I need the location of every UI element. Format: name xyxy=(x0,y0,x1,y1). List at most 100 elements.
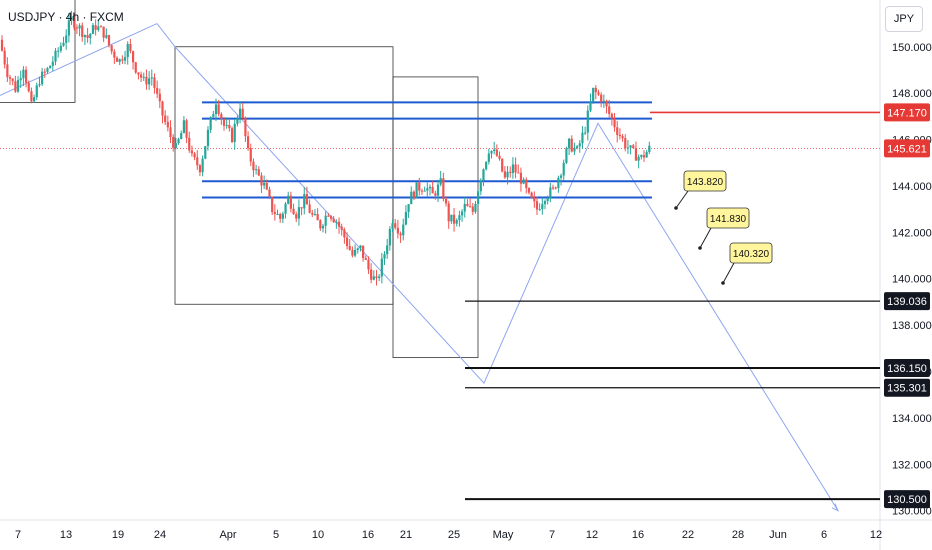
candle-body xyxy=(166,121,169,128)
candle-body xyxy=(263,183,266,186)
candle-body xyxy=(375,276,378,278)
callout-box xyxy=(683,170,727,192)
candle-body xyxy=(410,191,413,205)
level-price-tag xyxy=(884,490,930,509)
candle-body xyxy=(311,212,314,215)
candle-body xyxy=(450,214,453,222)
candle-body xyxy=(426,188,429,191)
candle-body xyxy=(276,214,279,216)
time-tick-label: 22 xyxy=(682,529,694,541)
candle-body xyxy=(180,133,183,140)
candle-body xyxy=(442,178,445,199)
time-axis[interactable]: 7 13 19 24 Apr 5 10 16 21 25 May 7 12 16 22 28 Jun 6 12 xyxy=(15,529,882,541)
candle-body xyxy=(549,187,552,199)
candle-body xyxy=(538,209,541,211)
currency-button[interactable]: JPY xyxy=(885,6,923,32)
time-tick-label: 16 xyxy=(362,529,374,541)
analysis-box xyxy=(0,0,76,103)
candle-body xyxy=(605,100,608,107)
candle-body xyxy=(554,187,557,189)
candle-body xyxy=(490,151,493,154)
candle-body xyxy=(209,117,212,130)
candle-body xyxy=(257,169,260,176)
candle-body xyxy=(81,25,84,38)
candle-body xyxy=(24,69,28,83)
price-tick-label: 134.000 xyxy=(892,413,932,425)
candle-body xyxy=(415,182,418,198)
candle-body xyxy=(255,169,258,171)
time-tick-label: 13 xyxy=(60,529,72,541)
candle-body xyxy=(35,85,38,98)
price-axis[interactable]: 150.000148.000146.000144.000142.000140.0… xyxy=(884,42,932,518)
target-callouts[interactable]: 143.820 141.830 140.320 xyxy=(674,170,773,285)
candle-body xyxy=(402,224,405,236)
callout-dot xyxy=(698,246,702,250)
candle-body xyxy=(8,77,12,79)
time-tick-label: 28 xyxy=(732,529,744,541)
candle-body xyxy=(608,106,611,114)
candle-body xyxy=(423,190,426,192)
candle-body xyxy=(78,25,81,29)
callout-label: 140.320 xyxy=(733,249,770,260)
candle-body xyxy=(83,35,87,38)
candle-body xyxy=(268,189,271,197)
candle-body xyxy=(198,165,202,173)
candle-body xyxy=(576,146,579,148)
candle-body xyxy=(137,72,140,75)
candle-body xyxy=(514,164,517,173)
candle-body xyxy=(142,76,145,78)
candle-body xyxy=(501,158,504,172)
candle-body xyxy=(431,186,434,194)
candle-body xyxy=(637,156,640,161)
candle-body xyxy=(362,245,365,259)
candle-body xyxy=(164,115,167,122)
candle-body xyxy=(466,203,469,207)
candle-body xyxy=(75,27,78,29)
candle-body xyxy=(407,204,410,212)
candle-body xyxy=(73,16,76,28)
candle-body xyxy=(592,87,595,102)
callout-dot xyxy=(674,206,678,210)
candle-body xyxy=(153,77,156,88)
candle-body xyxy=(91,25,95,34)
candle-body xyxy=(156,87,159,94)
candle-body xyxy=(648,145,651,153)
candle-body xyxy=(110,45,113,52)
candle-body xyxy=(43,71,46,73)
level-price-tag xyxy=(884,378,930,397)
candle-body xyxy=(394,223,397,228)
candle-body xyxy=(578,143,581,147)
candle-body xyxy=(233,123,236,143)
candle-body xyxy=(525,179,528,189)
time-tick-label: 25 xyxy=(448,529,460,541)
time-tick-label: 24 xyxy=(154,529,166,541)
price-tick-label: 138.000 xyxy=(892,320,932,332)
candle-body xyxy=(57,50,60,52)
candle-body xyxy=(246,136,250,149)
candle-body xyxy=(289,195,292,209)
candle-body xyxy=(444,198,448,204)
candle-body xyxy=(51,61,54,66)
drawing-boxes[interactable] xyxy=(0,0,479,359)
candle-body xyxy=(584,132,587,134)
time-tick-label: 16 xyxy=(632,529,644,541)
candle-body xyxy=(220,114,223,119)
candle-body xyxy=(169,127,172,138)
candle-body xyxy=(458,215,461,221)
candle-body xyxy=(123,57,127,61)
candle-body xyxy=(506,171,509,178)
candle-body xyxy=(602,100,605,102)
candle-body xyxy=(319,220,322,229)
level-price-label: 139.036 xyxy=(887,296,927,308)
level-lines[interactable] xyxy=(0,111,880,501)
level-price-label: 130.500 xyxy=(887,494,927,506)
candle-body xyxy=(562,162,565,176)
candle-body xyxy=(49,65,52,69)
candle-body xyxy=(370,269,373,280)
candle-body xyxy=(404,211,408,225)
callout-leader xyxy=(675,190,689,209)
zone-lines[interactable] xyxy=(202,101,652,199)
candle-body xyxy=(279,214,282,219)
